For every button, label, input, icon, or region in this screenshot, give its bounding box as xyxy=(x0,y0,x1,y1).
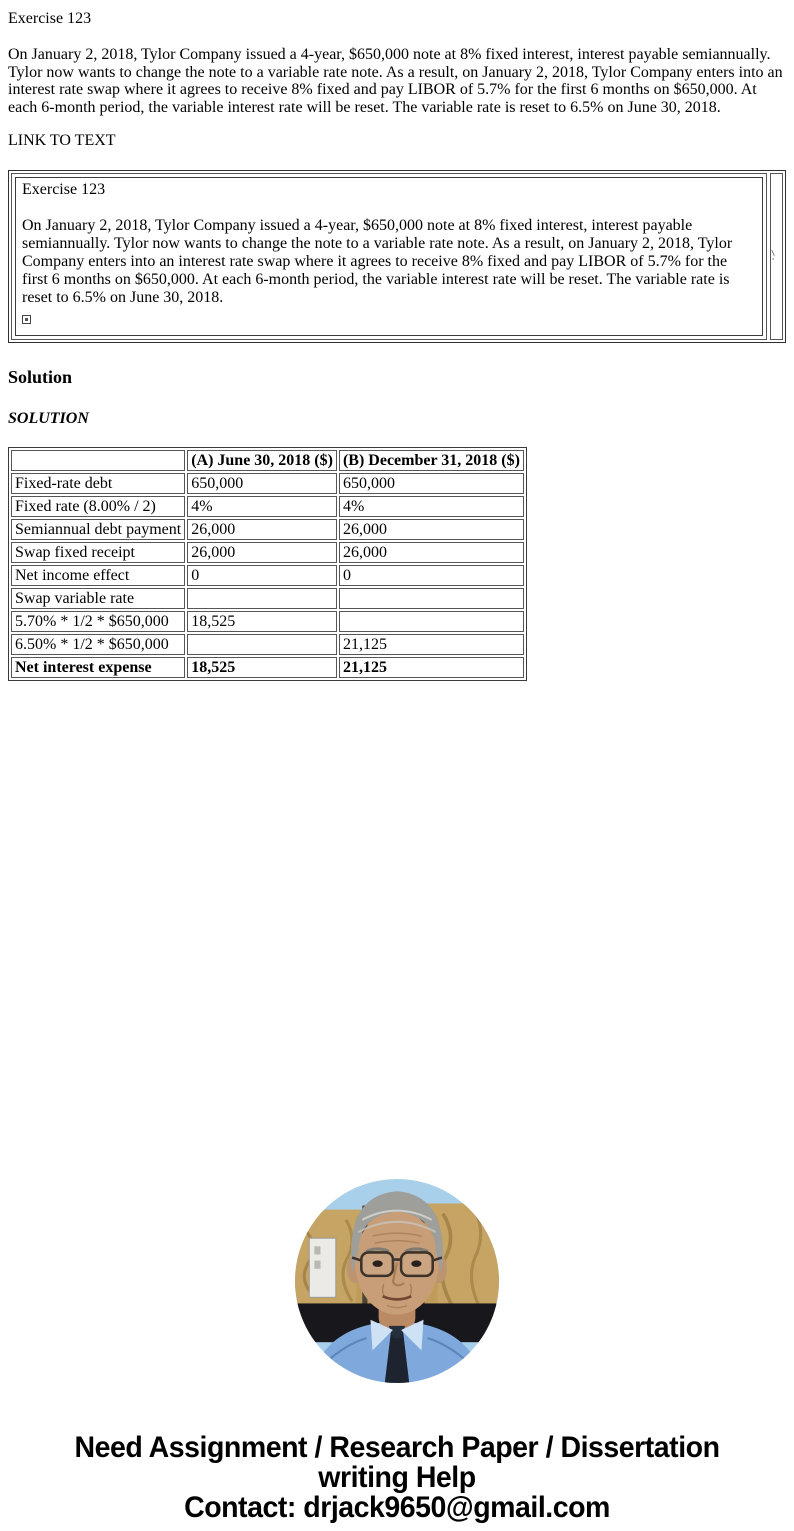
header-column-b: (B) December 31, 2018 ($) xyxy=(338,450,524,471)
table-row: 5.70% * 1/2 * $650,000 18,525 xyxy=(11,611,524,632)
footer-promo: Need Assignment / Research Paper / Disse… xyxy=(27,1433,766,1523)
solution-heading: Solution xyxy=(8,367,73,387)
table-row: Net income effect 0 0 xyxy=(11,565,524,586)
cell-a: 4% xyxy=(187,496,337,517)
row-label: 5.70% * 1/2 * $650,000 xyxy=(11,611,186,632)
row-label: Semiannual debt payment xyxy=(11,519,186,540)
header-blank xyxy=(11,450,186,471)
row-label: 6.50% * 1/2 * $650,000 xyxy=(11,634,186,655)
table-row: Fixed rate (8.00% / 2) 4% 4% xyxy=(11,496,524,517)
cell-a: 18,525 xyxy=(187,611,337,632)
cell-b: 21,125 xyxy=(338,657,524,678)
cell-b: 650,000 xyxy=(338,473,524,494)
table-row: Semiannual debt payment 26,000 26,000 xyxy=(11,519,524,540)
cell-a: 26,000 xyxy=(187,519,337,540)
embedded-box-paragraph: On January 2, 2018, Tylor Company issued… xyxy=(22,217,733,306)
table-row: Fixed-rate debt 650,000 650,000 xyxy=(11,473,524,494)
cell-a: 26,000 xyxy=(187,542,337,563)
solution-subheading: SOLUTION xyxy=(8,410,89,427)
table-row: 6.50% * 1/2 * $650,000 21,125 xyxy=(11,634,524,655)
footer-line-2: writing Help xyxy=(318,1461,476,1494)
row-label: Net interest expense xyxy=(11,657,186,678)
link-to-text[interactable]: LINK TO TEXT xyxy=(8,132,116,149)
exercise-description: On January 2, 2018, Tylor Company issued… xyxy=(8,46,783,116)
table-row: Net interest expense 18,525 21,125 xyxy=(11,657,524,678)
footer-contact: Contact: drjack9650@gmail.com xyxy=(184,1491,610,1524)
cell-a xyxy=(187,634,337,655)
cell-b: 4% xyxy=(338,496,524,517)
cell-a: 0 xyxy=(187,565,337,586)
cell-a: 650,000 xyxy=(187,473,337,494)
exercise-title: Exercise 123 xyxy=(8,10,92,27)
embedded-box-title: Exercise 123 xyxy=(22,181,106,198)
solution-table-body: Fixed-rate debt 650,000 650,000 Fixed rate … xyxy=(11,473,524,678)
cell-a: 18,525 xyxy=(187,657,337,678)
row-label: Fixed rate (8.00% / 2) xyxy=(11,496,186,517)
row-label: Fixed-rate debt xyxy=(11,473,186,494)
embedded-text-box[interactable]: Exercise 123 On January 2, 2018, Tylor C… xyxy=(15,177,763,336)
row-label: Swap variable rate xyxy=(11,588,186,609)
tutor-portrait xyxy=(295,1179,499,1383)
solution-table: (A) June 30, 2018 ($) (B) December 31, 2… xyxy=(8,447,527,681)
row-label: Net income effect xyxy=(11,565,186,586)
row-label: Swap fixed receipt xyxy=(11,542,186,563)
cell-b: 21,125 xyxy=(338,634,524,655)
cell-b xyxy=(338,588,524,609)
table-row: Swap variable rate xyxy=(11,588,524,609)
cell-b: 0 xyxy=(338,565,524,586)
embedded-frame-main-cell: Exercise 123 On January 2, 2018, Tylor C… xyxy=(11,173,767,340)
embedded-text-frame: Exercise 123 On January 2, 2018, Tylor C… xyxy=(8,170,786,343)
embedded-frame-side-cell: \ ' xyxy=(770,173,783,340)
cell-b: 26,000 xyxy=(338,542,524,563)
table-header-row: (A) June 30, 2018 ($) (B) December 31, 2… xyxy=(11,450,524,471)
header-column-a: (A) June 30, 2018 ($) xyxy=(187,450,337,471)
footer-line-1: Need Assignment / Research Paper / Disse… xyxy=(74,1431,720,1464)
cell-a xyxy=(187,588,337,609)
object-placeholder-icon xyxy=(22,315,31,324)
cell-b xyxy=(338,611,524,632)
cell-b: 26,000 xyxy=(338,519,524,540)
tutor-portrait-image xyxy=(295,1179,499,1383)
table-row: Swap fixed receipt 26,000 26,000 xyxy=(11,542,524,563)
